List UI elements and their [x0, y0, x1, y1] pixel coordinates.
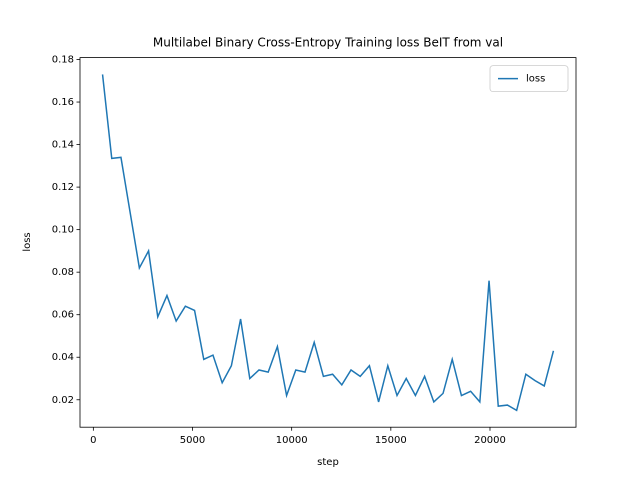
- x-axis-label: step: [317, 457, 339, 468]
- y-tick-label: 0.16: [52, 97, 74, 108]
- chart-title: Multilabel Binary Cross-Entropy Training…: [153, 36, 503, 50]
- x-tick-label: 10000: [276, 435, 308, 446]
- y-tick-label: 0.04: [52, 352, 74, 363]
- y-tick-label: 0.14: [52, 140, 74, 151]
- x-tick-label: 0: [90, 435, 96, 446]
- line-series: [101, 74, 555, 412]
- y-tick-label: 0.02: [52, 395, 74, 406]
- y-tick-label: 0.12: [52, 182, 74, 193]
- legend-label: loss: [526, 74, 545, 85]
- x-tick-label: 20000: [474, 435, 506, 446]
- y-tick-label: 0.18: [52, 55, 74, 66]
- x-tick-label: 5000: [180, 435, 205, 446]
- legend-box: [489, 65, 569, 92]
- axes-frame: [79, 57, 577, 428]
- y-axis-label: loss: [22, 232, 33, 251]
- y-tick-label: 0.06: [52, 310, 74, 321]
- y-tick-label: 0.08: [52, 267, 74, 278]
- x-tick-label: 15000: [375, 435, 407, 446]
- y-tick-label: 0.10: [52, 225, 74, 236]
